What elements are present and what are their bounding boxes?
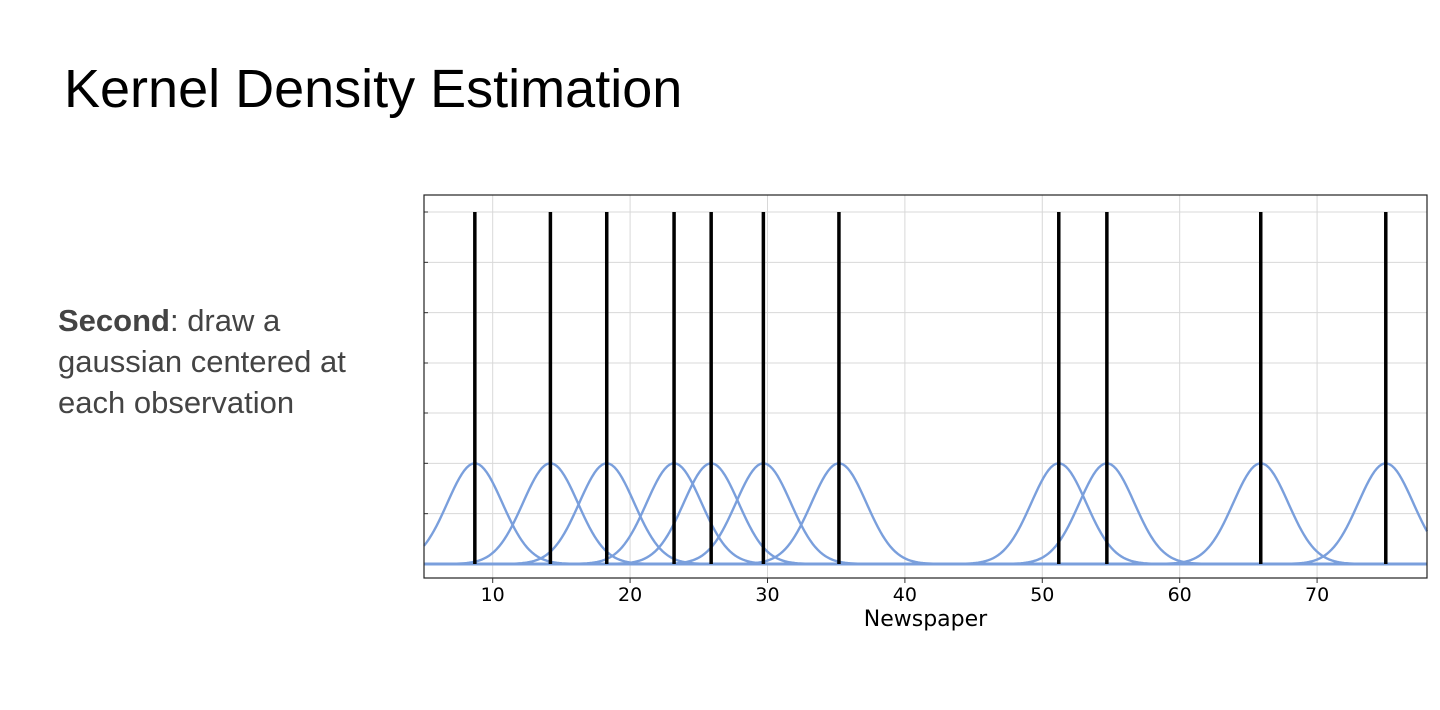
grid (424, 195, 1427, 578)
x-axis-label: Newspaper (864, 607, 988, 632)
x-tick-label: 10 (481, 584, 505, 606)
description-bold: Second (58, 303, 170, 338)
x-tick-label: 20 (618, 584, 642, 606)
x-tick-label: 40 (893, 584, 917, 606)
x-tick-label: 70 (1305, 584, 1329, 606)
description-text: Second: draw a gaussian centered at each… (58, 300, 378, 423)
description-rest: : draw a gaussian centered at each obser… (58, 303, 346, 420)
plot-frame (423, 194, 1428, 579)
x-axis-ticks: 10 20 30 40 50 60 70 (481, 578, 1329, 606)
slide-title: Kernel Density Estimation (64, 59, 683, 119)
x-tick-label: 30 (755, 584, 779, 606)
x-tick-label: 50 (1030, 584, 1054, 606)
x-tick-label: 60 (1168, 584, 1192, 606)
observation-lines (473, 212, 1388, 564)
